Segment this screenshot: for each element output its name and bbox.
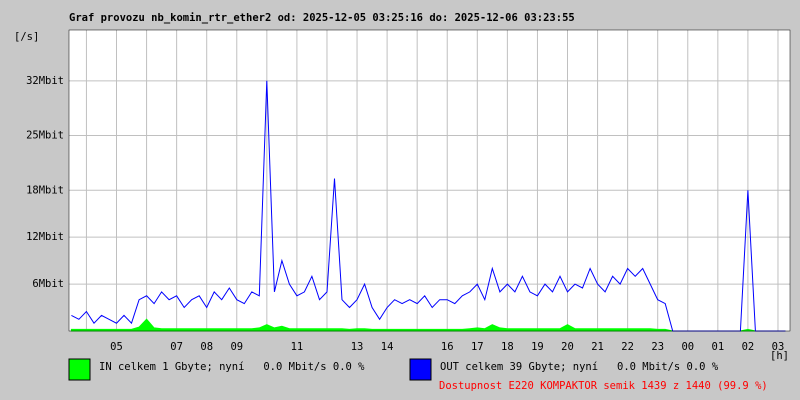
legend-label: OUT celkem 39 Gbyte; nyní 0.0 Mbit/s 0.0… xyxy=(440,361,719,373)
x-unit-label: [h] xyxy=(770,350,789,362)
series-line xyxy=(71,80,786,332)
x-tick-label: 01 xyxy=(712,341,725,353)
legend-label: IN celkem 1 Gbyte; nyní 0.0 Mbit/s 0.0 % xyxy=(99,361,365,373)
x-tick-label: 11 xyxy=(291,341,304,353)
x-tick-label: 16 xyxy=(441,341,454,353)
x-tick-label: 20 xyxy=(561,341,574,353)
legend-swatch xyxy=(409,358,432,381)
x-tick-label: 09 xyxy=(230,341,243,353)
y-tick-label: 32Mbit xyxy=(26,75,64,87)
y-unit-label: [/s] xyxy=(14,31,39,43)
x-tick-label: 23 xyxy=(651,341,664,353)
x-tick-label: 14 xyxy=(381,341,394,353)
x-tick-label: 03 xyxy=(772,341,785,353)
x-tick-label: 07 xyxy=(170,341,183,353)
plot-area xyxy=(69,30,790,331)
y-tick-label: 18Mbit xyxy=(26,184,64,196)
plot-border xyxy=(68,29,791,332)
x-tick-label: 13 xyxy=(351,341,364,353)
x-tick-label: 05 xyxy=(110,341,123,353)
availability-note: Dostupnost E220 KOMPAKTOR semik 1439 z 1… xyxy=(439,380,768,392)
x-tick-label: 22 xyxy=(621,341,634,353)
x-tick-label: 02 xyxy=(742,341,755,353)
x-tick-label: 18 xyxy=(501,341,514,353)
x-tick-label: 00 xyxy=(681,341,694,353)
legend-swatch xyxy=(68,358,91,381)
y-tick-label: 6Mbit xyxy=(32,278,64,290)
chart-title: Graf provozu nb_komin_rtr_ether2 od: 202… xyxy=(69,12,575,24)
x-tick-label: 21 xyxy=(591,341,604,353)
y-tick-label: 25Mbit xyxy=(26,130,64,142)
x-tick-label: 17 xyxy=(471,341,484,353)
x-tick-label: 08 xyxy=(200,341,213,353)
y-tick-label: 12Mbit xyxy=(26,231,64,243)
x-tick-label: 19 xyxy=(531,341,544,353)
